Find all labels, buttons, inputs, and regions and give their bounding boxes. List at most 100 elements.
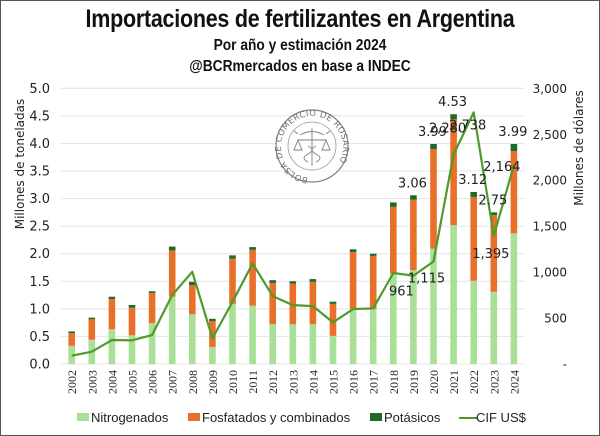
x-tick-label: 2004	[105, 370, 119, 394]
legend-label: Fosfatados y combinados	[202, 410, 351, 425]
x-tick-label: 2011	[246, 370, 260, 394]
bar-fosfatados-2020	[430, 148, 437, 249]
bar-fosfatados-2007	[168, 250, 176, 297]
bar-nitrogenados-2009	[209, 346, 216, 364]
bar-nitrogenados-2020	[430, 248, 437, 364]
bar-fosfatados-2005	[128, 307, 136, 336]
bar-fosfatados-2023	[490, 215, 498, 292]
bar-nitrogenados-2008	[189, 314, 196, 364]
bar-fosfatados-2018	[390, 206, 397, 274]
bar-nitrogenados-2006	[148, 323, 156, 364]
bar-nitrogenados-2011	[249, 305, 256, 364]
legend-label: Nitrogenados	[91, 410, 169, 425]
bar-nitrogenados-2015	[329, 335, 337, 364]
cif-label-2023: 1,395	[472, 247, 509, 262]
bar-fosfatados-2009	[209, 320, 216, 347]
x-tick-label: 2006	[146, 370, 160, 394]
y-tick-label: 2.0	[29, 247, 50, 262]
x-tick-label: 2024	[507, 370, 521, 394]
legend-label: CIF US$	[476, 410, 527, 425]
y2-tick-label: 2,500	[533, 128, 567, 142]
x-tick-label: 2016	[347, 370, 361, 394]
bar-fosfatados-2011	[249, 249, 256, 306]
bar-nitrogenados-2007	[168, 296, 176, 364]
total-label-2024: 3.99	[498, 125, 527, 140]
bar-potasicos-2023	[490, 212, 498, 216]
x-tick-label: 2013	[286, 370, 300, 394]
bar-nitrogenados-2018	[390, 273, 397, 364]
bar-potasicos-2016	[349, 249, 357, 253]
legend-swatch	[370, 413, 382, 421]
y-tick-label: 3.0	[29, 192, 50, 207]
bar-nitrogenados-2021	[450, 225, 457, 364]
bar-potasicos-2009	[209, 318, 216, 321]
y2-tick-label: 2,000	[533, 174, 567, 188]
cif-label-2019: 961	[389, 285, 414, 300]
axes: 0.0 0.5 1.0 1.5 2.0 2.5 3.0 3.5 4.0 4.5 5.0 - 500 1,0…	[13, 82, 586, 394]
legend-swatch	[188, 413, 200, 421]
x-tick-label: 2019	[407, 370, 421, 394]
bar-potasicos-2011	[249, 247, 256, 250]
y-tick-label: 0.0	[29, 358, 50, 373]
bar-nitrogenados-2022	[470, 280, 477, 364]
chart-subtitle: Por año y estimación 2024	[213, 37, 387, 54]
bar-potasicos-2022	[470, 191, 477, 197]
y-tick-label: 4.0	[29, 137, 50, 152]
total-label-2020: 3.99	[418, 125, 447, 140]
bar-fosfatados-2019	[410, 199, 417, 271]
bar-nitrogenados-2024	[510, 233, 518, 364]
y2-tick-label: 1,500	[533, 220, 567, 234]
legend-item-2: Fosfatados y combinados	[188, 410, 351, 425]
x-tick-label: 2018	[387, 370, 401, 394]
x-tick-label: 2005	[126, 370, 140, 394]
chart-source: @BCRmercados en base a INDEC	[189, 58, 411, 75]
bar-potasicos-2017	[369, 253, 377, 256]
watermark-seal: BOLSA DE COMERCIO DE ROSARIO	[273, 108, 351, 186]
legend-swatch	[77, 413, 89, 421]
bar-nitrogenados-2016	[349, 308, 357, 364]
bar-potasicos-2015	[329, 301, 337, 304]
bar-fosfatados-2004	[108, 298, 116, 330]
x-tick-label: 2020	[427, 370, 441, 394]
y-tick-label: 2.5	[29, 220, 50, 235]
legend-item-1: Nitrogenados	[77, 410, 169, 425]
bar-fosfatados-2015	[329, 303, 337, 336]
x-tick-label: 2009	[206, 370, 220, 394]
y-tick-label: 0.5	[29, 330, 50, 345]
bar-potasicos-2012	[269, 280, 276, 283]
bar-potasicos-2005	[128, 305, 136, 308]
cif-label-2020: 1,115	[408, 272, 445, 287]
bar-potasicos-2014	[309, 279, 317, 282]
y2-tick-label: 3,000	[533, 82, 567, 96]
y-tick-label: 3.5	[29, 165, 50, 180]
bar-potasicos-2013	[289, 281, 297, 284]
x-tick-label: 2022	[467, 370, 481, 394]
bar-fosfatados-2016	[349, 252, 357, 309]
total-label-2021: 4.53	[438, 95, 467, 110]
cif-label-2024: 2,164	[483, 160, 520, 175]
bar-fosfatados-2003	[88, 319, 96, 340]
cif-line-series	[71, 111, 515, 357]
bar-potasicos-2024	[510, 143, 518, 152]
bar-potasicos-2010	[229, 255, 236, 259]
legend-item-3: Potásicos	[370, 410, 441, 425]
chart-title: Importaciones de fertilizantes en Argent…	[85, 5, 515, 33]
legend: Nitrogenados Fosfatados y combinados Potás…	[77, 410, 527, 425]
x-tick-label: 2021	[447, 370, 461, 394]
x-tick-label: 2023	[487, 370, 501, 394]
legend-label: Potásicos	[384, 410, 441, 425]
x-tick-label: 2002	[65, 370, 79, 394]
x-tick-label: 2003	[85, 370, 99, 394]
y-tick-label: 4.5	[29, 109, 50, 124]
bar-potasicos-2021	[450, 114, 457, 120]
y2-tick-label: -	[563, 358, 567, 372]
y2-tick-label: 1,000	[533, 266, 567, 280]
bar-nitrogenados-2023	[490, 291, 498, 364]
bar-fosfatados-2010	[229, 258, 236, 304]
legend-item-4: CIF US$	[459, 410, 527, 425]
x-tick-label: 2014	[306, 370, 320, 394]
total-label-2022: 3.12	[458, 173, 487, 188]
x-tick-label: 2012	[266, 370, 280, 394]
bar-fosfatados-2024	[510, 151, 518, 234]
